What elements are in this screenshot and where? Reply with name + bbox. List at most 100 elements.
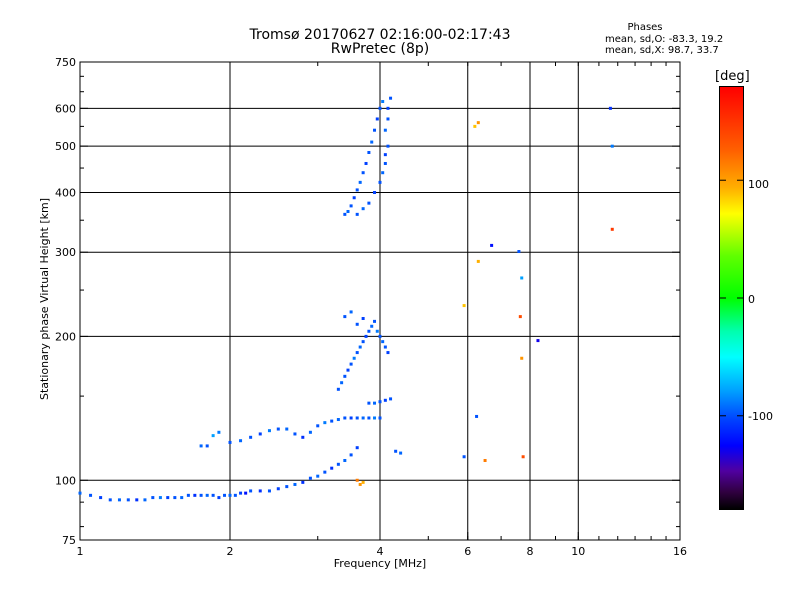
data-point — [336, 418, 340, 422]
data-point — [343, 374, 347, 378]
data-point — [475, 414, 479, 418]
data-point — [373, 128, 377, 132]
data-point — [358, 180, 362, 184]
data-point — [381, 340, 385, 344]
data-point — [370, 324, 374, 328]
data-point — [361, 316, 365, 320]
data-point — [378, 106, 382, 110]
data-point — [126, 498, 130, 502]
x-tick-label: 10 — [571, 545, 585, 558]
data-point — [370, 140, 374, 144]
data-point — [233, 493, 237, 497]
data-point — [343, 212, 347, 216]
data-point — [217, 496, 221, 500]
data-point — [78, 491, 82, 495]
data-point — [364, 334, 368, 338]
data-point — [239, 439, 243, 443]
data-point — [301, 435, 305, 439]
data-point — [373, 401, 377, 405]
x-tick-label: 6 — [464, 545, 471, 558]
data-point — [378, 416, 382, 420]
data-point — [608, 106, 612, 110]
data-point — [383, 153, 387, 157]
data-point — [180, 496, 184, 500]
data-point — [349, 204, 353, 208]
data-point — [375, 329, 379, 333]
data-point — [367, 416, 371, 420]
data-point — [394, 449, 398, 453]
data-point — [373, 416, 377, 420]
data-point — [349, 310, 353, 314]
data-point — [383, 161, 387, 165]
data-point — [355, 351, 359, 355]
data-point — [173, 496, 177, 500]
x-tick-label: 1 — [77, 545, 84, 558]
y-tick-label: 750 — [55, 56, 76, 69]
data-point — [367, 150, 371, 154]
y-tick-label: 200 — [55, 330, 76, 343]
data-point — [349, 362, 353, 366]
data-point — [386, 117, 390, 121]
data-point — [336, 462, 340, 466]
data-point — [352, 196, 356, 200]
phase-info-x: mean, sd,X: 98.7, 33.7 — [605, 45, 719, 56]
data-point — [239, 491, 243, 495]
chart-subtitle: RwPretec (8p) — [330, 41, 430, 57]
data-point — [316, 474, 320, 478]
data-point — [383, 128, 387, 132]
chart-title: Tromsø 20170627 02:16:00-02:17:43 — [249, 27, 511, 43]
data-point — [373, 190, 377, 194]
data-point — [349, 416, 353, 420]
data-point — [158, 496, 162, 500]
data-point — [285, 485, 289, 489]
data-point — [267, 429, 271, 433]
data-point — [355, 478, 359, 482]
y-tick-label: 300 — [55, 246, 76, 259]
data-point — [340, 381, 344, 385]
data-point — [520, 356, 524, 360]
data-point — [399, 451, 403, 455]
data-point — [378, 334, 382, 338]
data-point — [521, 455, 525, 459]
data-point — [462, 304, 466, 308]
data-point — [143, 498, 147, 502]
data-point — [352, 356, 356, 360]
data-point — [258, 489, 262, 493]
data-point — [361, 207, 365, 211]
data-point — [476, 259, 480, 263]
data-point — [367, 201, 371, 205]
data-point — [186, 493, 190, 497]
y-tick-label: 600 — [55, 102, 76, 115]
y-tick-label: 100 — [55, 474, 76, 487]
data-point — [378, 400, 382, 404]
data-point — [520, 276, 524, 280]
data-point — [355, 212, 359, 216]
data-point — [228, 440, 232, 444]
colorbar-label: [deg] — [715, 69, 750, 84]
data-point — [610, 144, 614, 148]
data-point — [386, 351, 390, 355]
data-point — [346, 368, 350, 372]
data-point — [381, 100, 385, 104]
data-point — [316, 424, 320, 428]
data-point — [490, 243, 494, 247]
data-point — [244, 491, 248, 495]
data-point — [330, 466, 334, 470]
x-tick-label: 16 — [673, 545, 687, 558]
data-point — [381, 171, 385, 175]
data-point — [258, 432, 262, 436]
data-point — [249, 489, 253, 493]
data-point — [358, 482, 362, 486]
data-point — [323, 421, 327, 425]
data-point — [373, 319, 377, 323]
data-point — [336, 387, 340, 391]
data-point — [361, 340, 365, 344]
data-point — [367, 329, 371, 333]
data-point — [276, 427, 280, 431]
colorbar-tick-label-0: 0 — [748, 293, 755, 306]
data-point — [383, 345, 387, 349]
x-axis-label: Frequency [MHz] — [333, 557, 427, 570]
data-point — [343, 458, 347, 462]
data-point — [361, 480, 365, 484]
